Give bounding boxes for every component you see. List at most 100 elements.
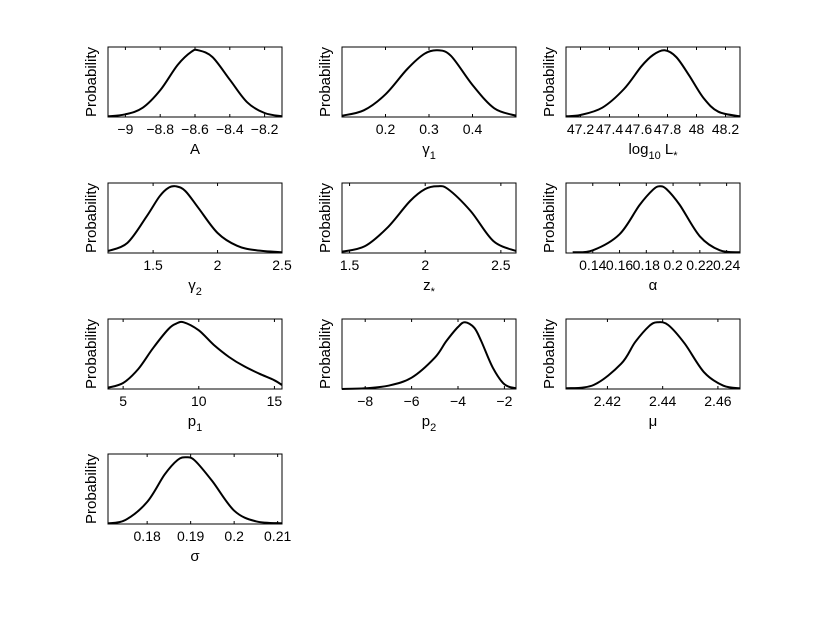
x-tick-label: 2.46 xyxy=(704,393,731,409)
x-tick-label: 1.5 xyxy=(340,257,360,273)
x-tick-label: −8.4 xyxy=(216,121,244,137)
x-axis-label: A xyxy=(190,141,200,158)
x-axis-label-subscript: * xyxy=(673,150,678,162)
x-tick-label: 1.5 xyxy=(143,257,163,273)
x-tick-label: 47.6 xyxy=(625,121,652,137)
x-axis-label-subscript: 2 xyxy=(196,286,202,298)
x-axis-label-subscript: 2 xyxy=(430,422,436,434)
x-axis-label: γ1 xyxy=(422,141,436,162)
axes-box xyxy=(341,318,517,390)
subplot-9: 2.42 2.44 2.46 Probability μ xyxy=(541,318,741,430)
x-tick-label: −8.2 xyxy=(251,121,279,137)
x-tick-label: 0.4 xyxy=(463,121,483,137)
x-axis-label-text: log xyxy=(628,141,648,158)
x-tick-label: 0.2 xyxy=(224,528,244,544)
axes-box xyxy=(107,46,283,118)
x-axis-label: p1 xyxy=(188,413,202,434)
x-tick-label: 0.3 xyxy=(419,121,439,137)
density-curve xyxy=(107,48,283,118)
density-curve xyxy=(341,321,517,390)
y-axis-label: Probability xyxy=(317,46,334,117)
x-tick-label: 2.44 xyxy=(649,393,676,409)
x-axis-label: log10 L* xyxy=(628,141,678,162)
subplot-5: 1.5 2 2.5 Probability z* xyxy=(317,182,517,298)
density-curve xyxy=(565,49,741,118)
x-axis-label: σ xyxy=(190,548,200,565)
x-axis-label-subscript: 1 xyxy=(196,422,202,434)
x-tick-label: −4 xyxy=(450,393,466,409)
x-axis-label-text: σ xyxy=(190,548,200,565)
x-axis-label: α xyxy=(649,277,658,294)
x-axis-label-text: A xyxy=(190,141,200,158)
x-tick-label: 0.18 xyxy=(633,257,660,273)
x-tick-label: 0.24 xyxy=(713,257,740,273)
x-tick-label: −8.6 xyxy=(181,121,209,137)
x-axis-label: μ xyxy=(649,413,658,430)
x-axis-label-text: z xyxy=(423,277,431,294)
x-tick-label: 47.2 xyxy=(567,121,594,137)
x-axis-label-text: p xyxy=(422,413,430,430)
x-tick-label: 15 xyxy=(267,393,283,409)
subplot-1: −9 −8.8 −8.6 −8.4 −8.2 Probability A xyxy=(83,46,283,158)
subplot-2: 0.2 0.3 0.4 Probability γ1 xyxy=(317,46,517,162)
y-axis-label: Probability xyxy=(83,46,100,117)
x-axis-label-text: γ xyxy=(422,141,430,158)
x-tick-label: 47.4 xyxy=(596,121,623,137)
x-tick-label: 0.21 xyxy=(264,528,291,544)
y-axis-label: Probability xyxy=(83,318,100,389)
x-tick-label: −6 xyxy=(404,393,420,409)
x-tick-label: 10 xyxy=(191,393,207,409)
x-axis-label: γ2 xyxy=(188,277,202,298)
x-tick-label: 47.8 xyxy=(654,121,681,137)
x-axis-label-text: p xyxy=(188,413,196,430)
x-tick-label: 0.16 xyxy=(606,257,633,273)
x-axis-label: p2 xyxy=(422,413,436,434)
x-tick-label: −8.8 xyxy=(146,121,174,137)
axes-box xyxy=(565,182,741,254)
density-curve xyxy=(107,320,283,389)
x-tick-label: 0.22 xyxy=(686,257,713,273)
axes-box xyxy=(107,453,283,525)
axes-box xyxy=(107,318,283,390)
x-tick-label: 0.14 xyxy=(579,257,606,273)
subplot-6: 0.14 0.16 0.18 0.2 0.22 0.24 Probability α xyxy=(541,182,741,294)
subplot-7: 5 10 15 Probability p1 xyxy=(83,318,283,434)
x-tick-label: −2 xyxy=(496,393,512,409)
x-tick-label: 0.18 xyxy=(134,528,161,544)
x-axis-label-text: L xyxy=(661,141,674,158)
x-tick-label: 2.5 xyxy=(491,257,511,273)
y-axis-label: Probability xyxy=(541,318,558,389)
subplot-8: −8 −6 −4 −2 Probability p2 xyxy=(317,318,517,434)
density-curve xyxy=(341,49,517,117)
axes-box xyxy=(341,182,517,254)
x-tick-label: 2 xyxy=(421,257,429,273)
x-tick-label: 48.2 xyxy=(712,121,739,137)
x-tick-label: 0.19 xyxy=(177,528,204,544)
density-curve xyxy=(565,321,741,390)
x-axis-label-text: α xyxy=(649,277,658,294)
x-tick-label: 5 xyxy=(119,393,127,409)
x-tick-label: 2.42 xyxy=(594,393,621,409)
subplot-3: 47.2 47.4 47.6 47.8 48 48.2 Probability log10 L… xyxy=(541,46,741,162)
axes-box xyxy=(107,182,283,254)
density-curve xyxy=(341,185,517,253)
x-tick-label: 48 xyxy=(689,121,705,137)
x-axis-label-subscript: 1 xyxy=(430,150,436,162)
axes-box xyxy=(565,46,741,118)
density-curve xyxy=(107,185,283,254)
x-tick-label: −8 xyxy=(357,393,373,409)
x-axis-label-subscript: * xyxy=(431,286,436,298)
density-curve xyxy=(572,185,741,254)
y-axis-label: Probability xyxy=(83,182,100,253)
y-axis-label: Probability xyxy=(317,182,334,253)
axes-box xyxy=(341,46,517,118)
x-tick-label: 2.5 xyxy=(272,257,292,273)
x-tick-label: 2 xyxy=(214,257,222,273)
x-axis-label-text: γ xyxy=(188,277,196,294)
y-axis-label: Probability xyxy=(83,453,100,524)
x-axis-label: z* xyxy=(423,277,436,298)
x-axis-label-subscript: 10 xyxy=(648,150,660,162)
x-tick-label: 0.2 xyxy=(376,121,396,137)
